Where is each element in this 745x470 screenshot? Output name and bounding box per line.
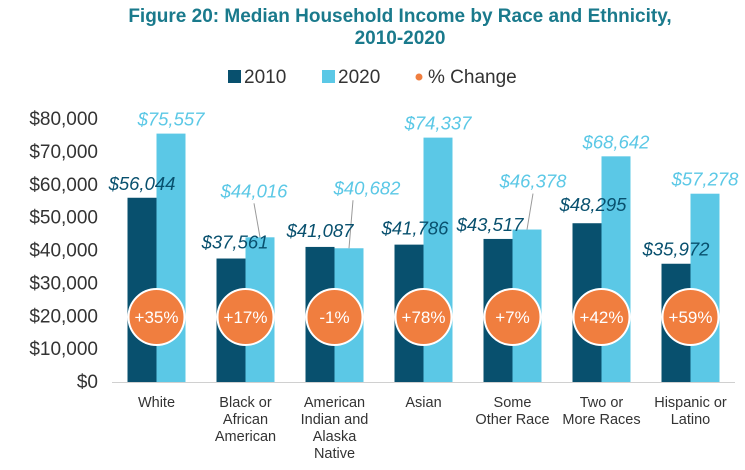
data-label-2020: $74,337: [404, 113, 473, 134]
change-label: +59%: [669, 308, 713, 327]
y-tick-label: $80,000: [29, 109, 98, 130]
y-tick-label: $10,000: [29, 339, 98, 360]
x-tick-label: African: [223, 412, 268, 428]
change-circle: [394, 288, 453, 346]
data-labels: $75,557 $56,044 $44,016 $37,561 $40,682 $41,0…: [108, 109, 740, 260]
change-circle: [661, 288, 720, 346]
change-markers: +35% +17% -1% +78% +7% +42% +59%: [127, 288, 720, 346]
data-label-2010: $41,087: [286, 220, 355, 241]
bar-2020: [690, 193, 720, 382]
y-tick-label: $20,000: [29, 306, 98, 327]
legend-swatch-2020: [322, 70, 335, 83]
y-tick-label: $40,000: [29, 241, 98, 262]
change-label: +17%: [224, 308, 268, 327]
chart-title-line-1: Figure 20: Median Household Income by Ra…: [128, 6, 671, 27]
data-label-2010: $37,561: [201, 232, 269, 253]
x-tick-label: Hispanic or: [654, 395, 727, 411]
x-tick-label: Alaska: [313, 429, 357, 445]
change-label: +42%: [580, 308, 624, 327]
x-tick-label: White: [138, 395, 175, 411]
change-label: +35%: [135, 308, 179, 327]
x-tick-label: Latino: [671, 412, 711, 428]
bar-2020: [601, 156, 631, 382]
data-label-2010: $43,517: [456, 214, 525, 235]
data-label-2020: $68,642: [582, 131, 651, 152]
data-label-2020: $75,557: [137, 109, 206, 130]
data-label-2020: $44,016: [220, 180, 289, 201]
change-circle: [305, 288, 364, 346]
chart-title-line-2: 2010-2020: [355, 28, 446, 49]
x-tick-label: Some: [494, 395, 532, 411]
data-label-2010: $56,044: [108, 173, 176, 194]
x-axis: White Black orAfricanAmericanAmericanIndi…: [112, 382, 735, 462]
x-tick-label: Two or: [580, 395, 624, 411]
legend-label-2010: 2010: [244, 67, 286, 88]
label-leader-lines: [253, 193, 534, 249]
legend-label-change: % Change: [428, 67, 517, 88]
data-label-2020: $57,278: [671, 169, 740, 190]
data-label-2020: $46,378: [499, 171, 568, 192]
leader-line: [526, 193, 534, 230]
legend-label-2020: 2020: [338, 67, 380, 88]
leader-line: [348, 200, 354, 249]
x-tick-label: More Races: [562, 412, 640, 428]
leader-line: [253, 203, 261, 238]
change-circle: [572, 288, 631, 346]
change-label: +7%: [495, 308, 530, 327]
x-tick-label: American: [304, 395, 365, 411]
y-tick-label: $0: [77, 372, 98, 393]
legend-swatch-change: [415, 73, 423, 81]
change-label: +78%: [402, 308, 446, 327]
x-tick-label: Other Race: [475, 412, 549, 428]
x-tick-label: Native: [314, 446, 355, 462]
change-label: -1%: [319, 308, 349, 327]
change-circle: [483, 288, 542, 346]
data-label-2010: $41,786: [381, 218, 450, 239]
x-tick-label: Black or: [219, 395, 272, 411]
y-tick-label: $30,000: [29, 273, 98, 294]
y-axis: $0 $10,000 $20,000 $30,000 $40,000 $50,000 $60…: [29, 109, 98, 393]
data-label-2010: $48,295: [559, 194, 628, 215]
data-label-2020: $40,682: [333, 177, 402, 198]
legend-swatch-2010: [228, 70, 241, 83]
x-tick-label: Indian and: [301, 412, 369, 428]
change-circle: [216, 288, 275, 346]
legend: 2010 2020 % Change: [228, 67, 517, 88]
x-tick-label: American: [215, 429, 276, 445]
x-tick-label: Asian: [405, 395, 441, 411]
y-tick-label: $70,000: [29, 142, 98, 163]
data-label-2010: $35,972: [642, 239, 711, 260]
y-tick-label: $50,000: [29, 208, 98, 229]
y-tick-label: $60,000: [29, 175, 98, 196]
change-circle: [127, 288, 186, 346]
